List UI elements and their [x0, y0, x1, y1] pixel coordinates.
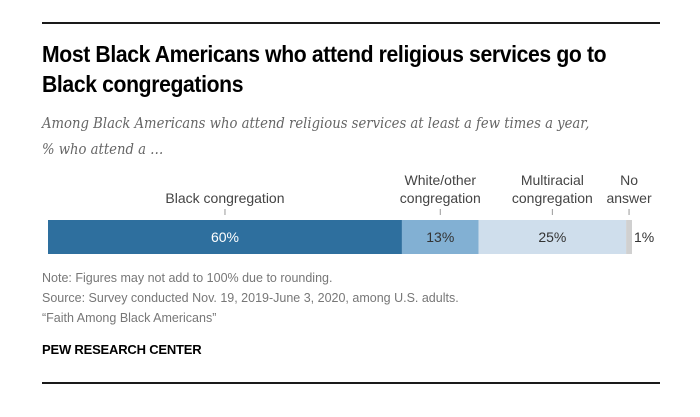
- bar-segment-3: [626, 220, 632, 254]
- bottom-rule: [42, 382, 660, 384]
- value-label: 1%: [634, 229, 654, 245]
- pew-brand: PEW RESEARCH CENTER: [42, 342, 202, 357]
- note-text: Note: Figures may not add to 100% due to…: [42, 271, 333, 285]
- source-text: Source: Survey conducted Nov. 19, 2019-J…: [42, 291, 459, 305]
- bar-segment-2: [478, 220, 627, 254]
- category-label: No answer: [606, 172, 651, 206]
- stacked-bar-chart: 60% 13% 25% 1% Black congregation White/other…: [48, 172, 654, 254]
- notes-block: Note: Figures may not add to 100% due to…: [42, 268, 459, 328]
- category-label: White/other congregation: [400, 172, 481, 206]
- value-label: 25%: [538, 229, 566, 245]
- category-label: Multiracial congregation: [512, 172, 593, 206]
- value-label: 60%: [211, 229, 239, 245]
- top-rule: [42, 22, 660, 24]
- value-label: 13%: [426, 229, 454, 245]
- bar-segment-0: [48, 220, 402, 254]
- report-text: “Faith Among Black Americans”: [42, 311, 217, 325]
- bar-segment-1: [401, 220, 479, 254]
- category-label: Black congregation: [165, 190, 284, 206]
- chart-title: Most Black Americans who attend religiou…: [42, 41, 607, 97]
- chart-subtitle: Among Black Americans who attend religio…: [42, 114, 590, 158]
